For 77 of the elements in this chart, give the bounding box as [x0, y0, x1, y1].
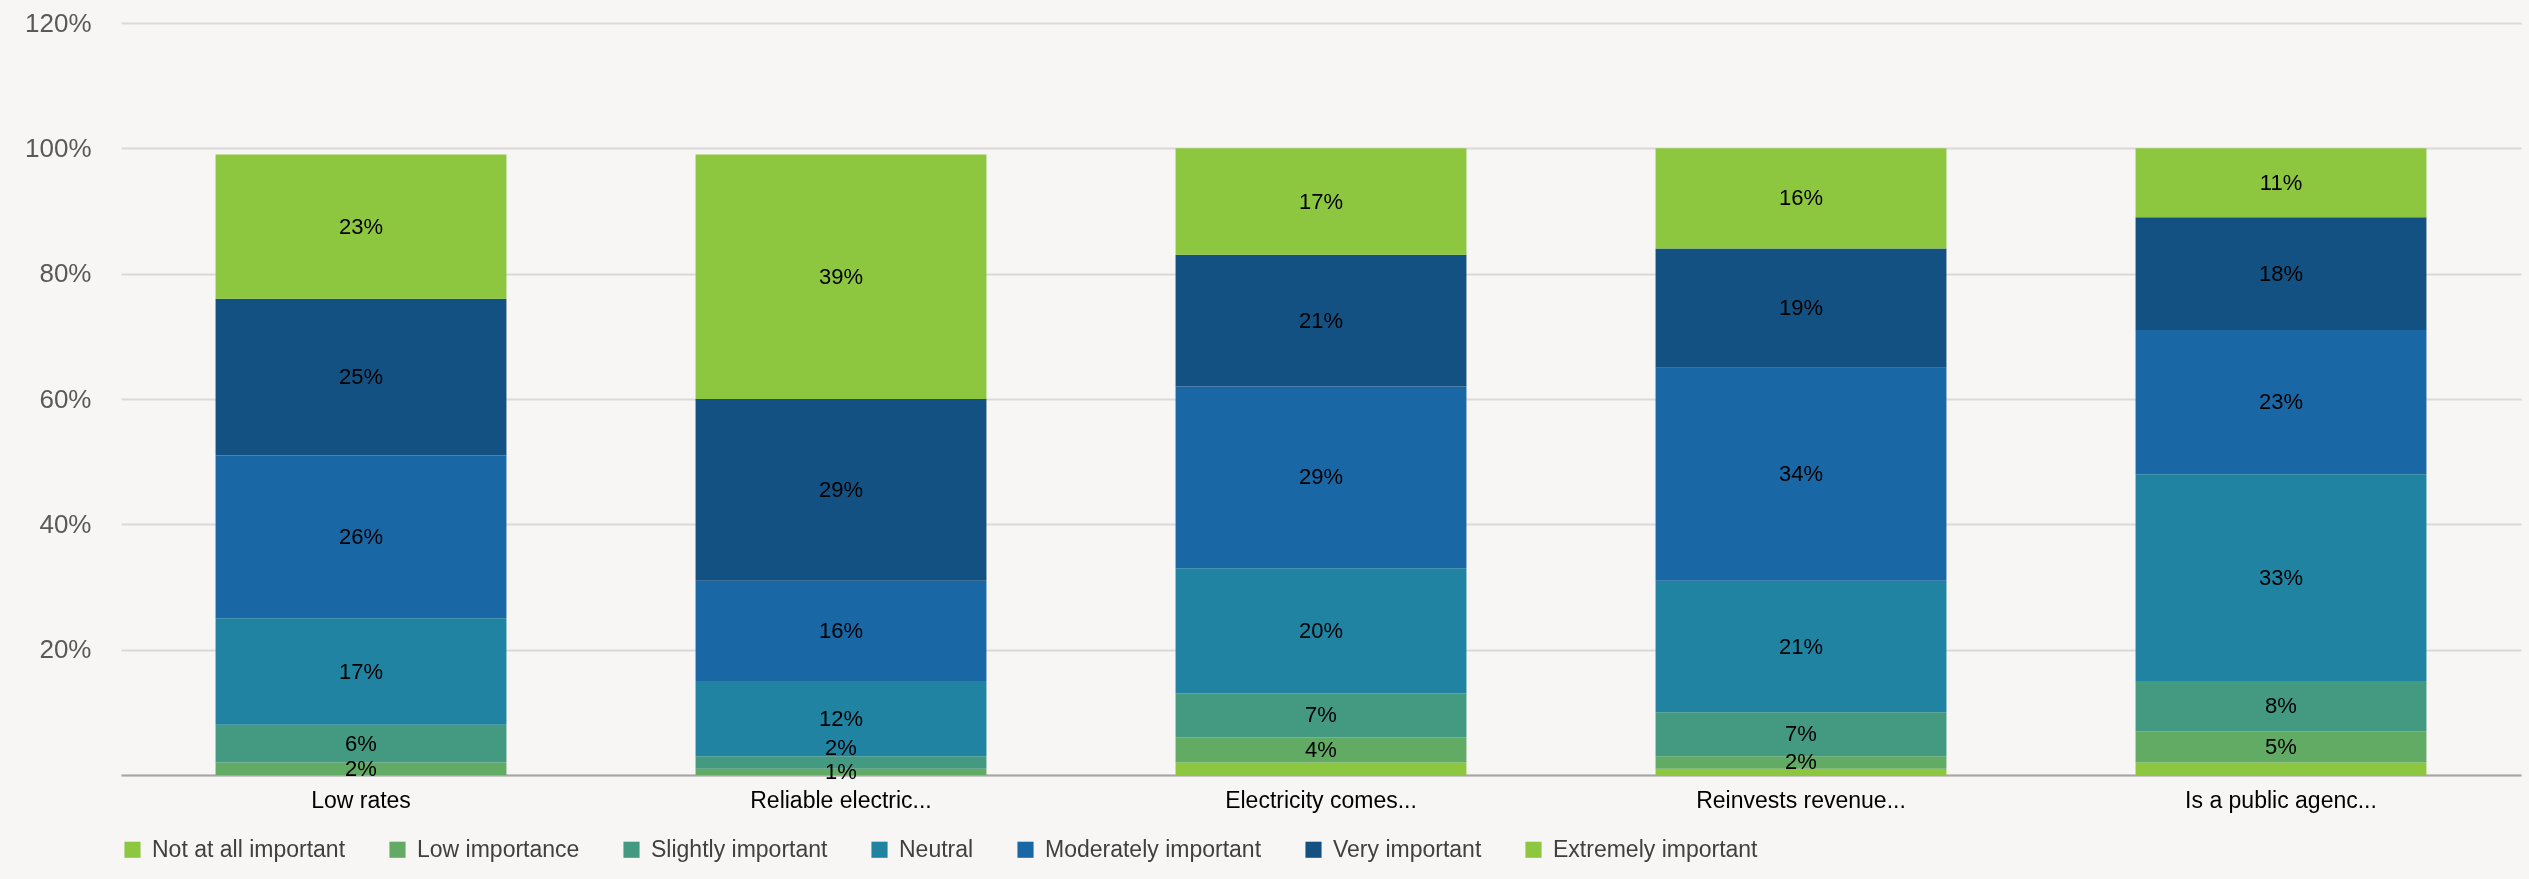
- data-label: 7%: [1305, 702, 1337, 728]
- bar: [215, 618, 507, 725]
- data-label: 16%: [1778, 185, 1824, 211]
- data-label: 19%: [1778, 295, 1824, 321]
- bar: [2135, 330, 2427, 475]
- bar: [1655, 248, 1947, 368]
- bar: [695, 399, 987, 581]
- bar: [2135, 681, 2427, 732]
- bar: [1175, 148, 1467, 255]
- x-tick-label: Low rates: [311, 786, 411, 813]
- legend-label: Not at all important: [152, 835, 346, 862]
- bar: [1175, 737, 1467, 763]
- bar: [215, 724, 507, 763]
- bar: [2135, 474, 2427, 681]
- bar: [215, 298, 507, 456]
- bar: [695, 580, 987, 681]
- data-label: 23%: [338, 213, 384, 239]
- data-label: 2%: [1785, 749, 1817, 775]
- data-label: 7%: [1785, 721, 1817, 747]
- data-label: 25%: [338, 364, 384, 390]
- x-tick-label: Electricity comes...: [1225, 786, 1417, 813]
- y-tick-label: 120%: [25, 7, 92, 38]
- bar: [1175, 693, 1467, 738]
- bar: [1175, 762, 1467, 775]
- bar: [1175, 386, 1467, 569]
- bar: [215, 455, 507, 619]
- bar: [2135, 148, 2427, 218]
- data-label: 2%: [825, 734, 857, 760]
- bar: [1655, 148, 1947, 249]
- data-label: 6%: [345, 730, 377, 756]
- x-tick-label: Reinvests revenue...: [1696, 786, 1906, 813]
- data-label: 2%: [345, 755, 377, 781]
- data-label: 23%: [2258, 389, 2304, 415]
- data-label: 17%: [338, 658, 384, 684]
- data-label: 12%: [818, 705, 864, 731]
- bar: [215, 154, 507, 299]
- y-tick-label: 20%: [39, 634, 92, 665]
- y-tick-label: 60%: [39, 383, 92, 414]
- data-label: 5%: [2265, 733, 2297, 759]
- legend-label: Extremely important: [1553, 835, 1759, 862]
- data-label: 21%: [1778, 633, 1824, 659]
- data-label: 21%: [1298, 307, 1344, 333]
- legend-label: Neutral: [899, 835, 974, 862]
- data-label: 18%: [2258, 260, 2304, 286]
- data-label: 11%: [2259, 169, 2303, 195]
- data-label: 29%: [1298, 464, 1344, 490]
- x-tick-label: Reliable electric...: [750, 786, 932, 813]
- bar: [215, 762, 507, 775]
- legend-label: Low importance: [417, 835, 580, 862]
- bar: [695, 154, 987, 399]
- data-label: 33%: [2258, 564, 2304, 590]
- bar: [1655, 367, 1947, 581]
- data-label: 20%: [1298, 617, 1344, 643]
- data-label: 16%: [818, 617, 864, 643]
- x-tick-label: Is a public agenc...: [2185, 786, 2377, 813]
- bar: [1175, 254, 1467, 387]
- data-label: 26%: [338, 523, 384, 549]
- legend-label: Very important: [1333, 835, 1482, 862]
- y-tick-label: 80%: [39, 258, 92, 289]
- data-label: 34%: [1778, 461, 1824, 487]
- data-label: 8%: [2265, 693, 2297, 719]
- data-label: 39%: [818, 263, 864, 289]
- y-tick-label: 100%: [25, 132, 92, 163]
- data-label: 17%: [1298, 188, 1344, 214]
- bar: [2135, 762, 2427, 775]
- data-label: 4%: [1305, 736, 1337, 762]
- bar: [1655, 768, 1947, 775]
- bar: [695, 681, 987, 757]
- y-tick-label: 40%: [39, 508, 92, 539]
- legend-label: Slightly important: [651, 835, 829, 862]
- bar: [2135, 731, 2427, 763]
- bar: [1175, 568, 1467, 694]
- bar: [1655, 580, 1947, 713]
- bar: [2135, 217, 2427, 331]
- bar: [1655, 756, 1947, 769]
- legend-label: Moderately important: [1045, 835, 1262, 862]
- data-label: 29%: [818, 476, 864, 502]
